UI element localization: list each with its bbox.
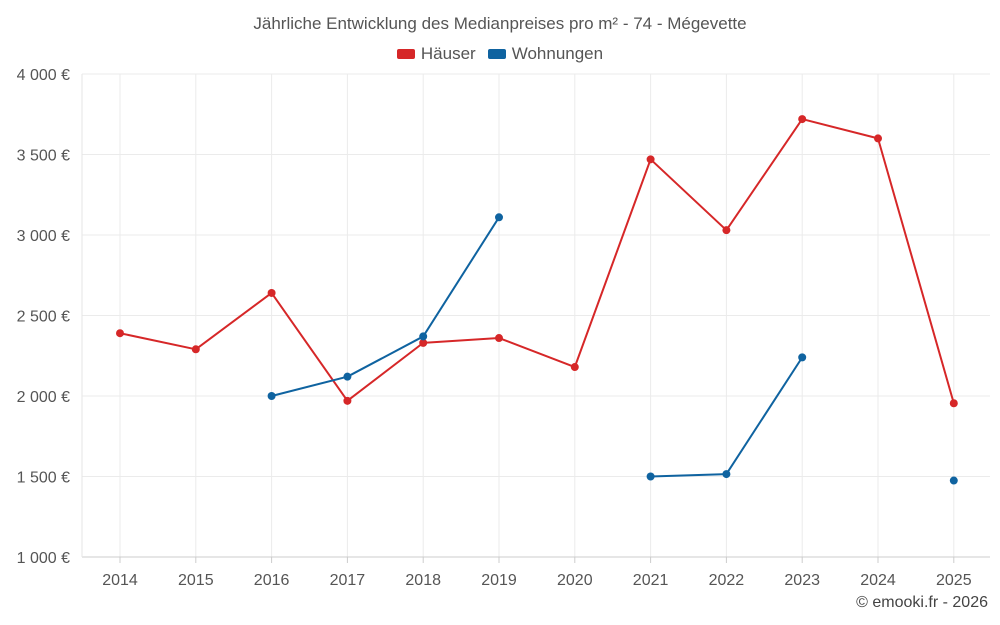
- series-line-wohnungen: [649, 473, 728, 478]
- x-tick-label: 2015: [178, 572, 214, 589]
- y-tick-label: 3 500 €: [17, 148, 70, 165]
- series-line-haeuser: [801, 118, 879, 140]
- data-point-haeuser[interactable]: [646, 155, 655, 164]
- x-tick-label: 2019: [481, 572, 517, 589]
- y-tick-label: 1 500 €: [17, 470, 70, 487]
- x-tick-label: 2017: [330, 572, 366, 589]
- series-line-wohnungen: [346, 335, 425, 378]
- series-line-wohnungen: [270, 375, 349, 397]
- data-point-wohnungen[interactable]: [419, 332, 428, 341]
- y-tick-label: 1 000 €: [17, 550, 70, 567]
- data-point-wohnungen[interactable]: [798, 353, 807, 362]
- data-point-haeuser[interactable]: [343, 396, 352, 405]
- data-point-wohnungen[interactable]: [646, 472, 655, 481]
- data-point-wohnungen[interactable]: [495, 213, 503, 222]
- series-line-haeuser: [498, 337, 576, 369]
- x-tick-label: 2022: [709, 572, 745, 589]
- legend-swatch-haeuser: [396, 49, 415, 59]
- series-line-haeuser: [573, 158, 652, 369]
- x-tick-label: 2023: [784, 572, 820, 589]
- legend: Häuser Wohnungen: [0, 44, 1000, 64]
- series-line-wohnungen: [725, 356, 804, 476]
- series-line-haeuser: [725, 118, 804, 232]
- series-line-haeuser: [649, 158, 728, 232]
- data-point-haeuser[interactable]: [798, 115, 807, 124]
- series-line-haeuser: [194, 291, 273, 351]
- legend-swatch-wohnungen: [487, 49, 506, 59]
- data-point-haeuser[interactable]: [267, 288, 276, 297]
- data-point-haeuser[interactable]: [949, 399, 958, 408]
- data-point-wohnungen[interactable]: [267, 392, 276, 400]
- data-point-wohnungen[interactable]: [722, 470, 731, 479]
- data-point-haeuser[interactable]: [419, 338, 428, 347]
- series-line-haeuser: [877, 137, 955, 405]
- data-point-haeuser[interactable]: [495, 334, 503, 343]
- x-tick-label: 2025: [936, 572, 972, 589]
- y-tick-label: 4 000 €: [17, 67, 70, 84]
- data-point-haeuser[interactable]: [722, 226, 731, 235]
- x-tick-label: 2020: [557, 572, 593, 589]
- y-tick-label: 2 000 €: [17, 389, 70, 406]
- legend-label-haeuser: Häuser: [420, 44, 476, 63]
- series-line-haeuser: [346, 341, 425, 402]
- x-tick-label: 2016: [254, 572, 290, 589]
- data-point-haeuser[interactable]: [191, 345, 200, 354]
- series-line-haeuser: [422, 337, 500, 344]
- data-point-haeuser[interactable]: [116, 329, 124, 338]
- data-point-wohnungen[interactable]: [949, 476, 958, 485]
- data-point-haeuser[interactable]: [874, 134, 882, 143]
- credit-text: © emooki.fr - 2026: [856, 594, 988, 611]
- x-tick-label: 2018: [405, 572, 441, 589]
- data-point-haeuser[interactable]: [570, 363, 579, 372]
- y-tick-label: 3 000 €: [17, 228, 70, 245]
- legend-item-wohnungen[interactable]: Wohnungen: [487, 44, 604, 64]
- x-tick-label: 2024: [860, 572, 896, 589]
- legend-item-haeuser[interactable]: Häuser: [396, 44, 476, 64]
- x-tick-label: 2014: [102, 572, 138, 589]
- series-line-haeuser: [119, 332, 197, 351]
- y-tick-label: 2 500 €: [17, 309, 70, 326]
- series-line-wohnungen: [422, 216, 500, 338]
- legend-label-wohnungen: Wohnungen: [511, 44, 604, 63]
- data-point-wohnungen[interactable]: [343, 372, 352, 381]
- series-line-haeuser: [270, 291, 349, 402]
- x-tick-label: 2021: [633, 572, 669, 589]
- chart-title: Jährliche Entwicklung des Medianpreises …: [253, 14, 747, 33]
